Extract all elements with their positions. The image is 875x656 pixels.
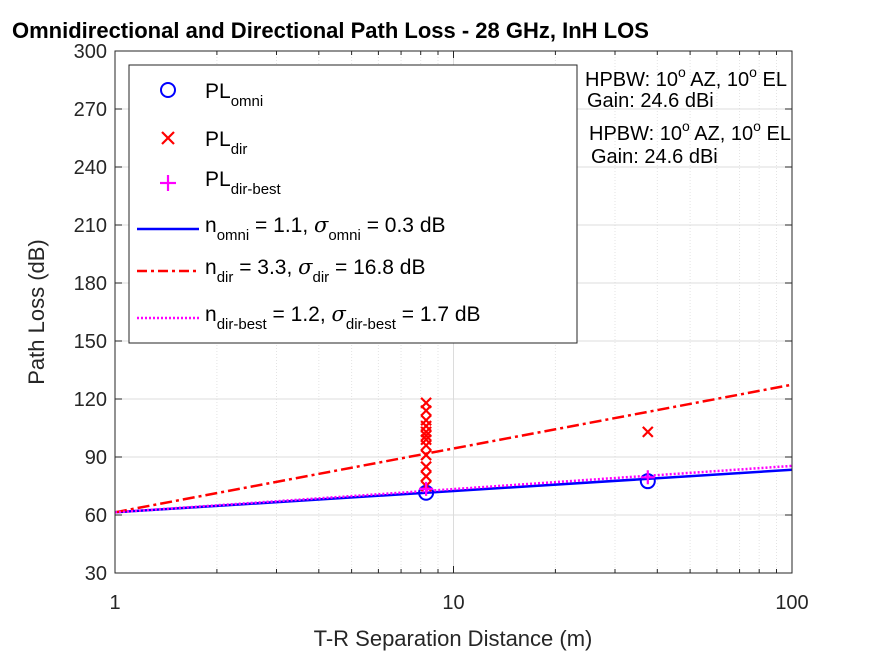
legend-label-n-dir-best: ndir-best = 1.2, σdir-best = 1.7 dB xyxy=(205,302,481,333)
chart-title: Omnidirectional and Directional Path Los… xyxy=(12,18,649,43)
model-lines xyxy=(114,383,793,514)
y-tick-label: 240 xyxy=(74,157,107,179)
data-point-dir xyxy=(420,470,432,483)
gain-text: Gain: 24.6 dBi xyxy=(587,90,714,112)
data-markers xyxy=(418,397,656,501)
legend-label-pl-dir: PLdir xyxy=(205,128,247,158)
y-tick-label: 30 xyxy=(85,563,107,585)
legend-circle-marker xyxy=(160,82,176,98)
x-tick-label: 1 xyxy=(109,592,120,614)
legend-entry-pl-omni: PLomni xyxy=(160,80,263,110)
y-tick-label: 90 xyxy=(85,447,107,469)
legend-label-pl-omni: PLomni xyxy=(205,80,263,110)
y-tick-label: 150 xyxy=(74,331,107,353)
legend-plus-marker xyxy=(160,175,176,191)
data-point-dir xyxy=(420,449,432,461)
legend: PLomni PLdir PLdir-best nomni = 1.1, σom… xyxy=(128,64,578,344)
data-point-dir xyxy=(420,429,432,442)
legend-label-n-dir: ndir = 3.3, σdir = 16.8 dB xyxy=(205,255,426,286)
y-axis-label: Path Loss (dB) xyxy=(24,239,49,385)
legend-label-n-omni: nomni = 1.1, σomni = 0.3 dB xyxy=(205,213,446,244)
legend-entry-n-dir-best: ndir-best = 1.2, σdir-best = 1.7 dB xyxy=(137,302,481,333)
data-point-dir-best xyxy=(640,470,655,485)
data-point-dir xyxy=(420,439,432,452)
tick-labels: 1 10 100 30 60 90 120 150 180 210 240 270 300 xyxy=(74,41,809,614)
legend-box xyxy=(128,64,578,344)
data-point-dir xyxy=(420,404,432,417)
legend-entry-n-omni: nomni = 1.1, σomni = 0.3 dB xyxy=(137,213,446,244)
axes-box xyxy=(114,50,793,574)
x-axis-label: T-R Separation Distance (m) xyxy=(314,626,593,651)
x-tick-label: 100 xyxy=(775,592,808,614)
y-tick-label: 180 xyxy=(74,273,107,295)
x-tick-label: 10 xyxy=(442,592,464,614)
data-point-dir xyxy=(420,460,432,473)
y-tick-label: 300 xyxy=(74,41,107,63)
hpbw-text: HPBW: 10o AZ, 10o EL xyxy=(585,64,787,91)
legend-entry-pl-dir: PLdir xyxy=(161,128,247,158)
legend-entry-pl-dir-best: PLdir-best xyxy=(160,168,282,198)
legend-x-marker xyxy=(161,131,175,145)
antenna-annotation-2: HPBW: 10o AZ, 10o EL Gain: 24.6 dBi xyxy=(589,118,791,168)
y-tick-label: 60 xyxy=(85,505,107,527)
legend-label-pl-dir-best: PLdir-best xyxy=(205,168,282,198)
legend-entry-n-dir: ndir = 3.3, σdir = 16.8 dB xyxy=(137,255,426,286)
model-line-dotted xyxy=(114,464,793,514)
gain-text: Gain: 24.6 dBi xyxy=(591,146,718,168)
data-point-dir-best xyxy=(419,481,434,496)
y-tick-label: 120 xyxy=(74,389,107,411)
y-tick-label: 270 xyxy=(74,99,107,121)
y-tick-label: 210 xyxy=(74,215,107,237)
antenna-annotation-1: HPBW: 10o AZ, 10o EL Gain: 24.6 dBi xyxy=(585,64,787,112)
data-point-dir xyxy=(642,426,654,438)
hpbw-text: HPBW: 10o AZ, 10o EL xyxy=(589,118,791,145)
